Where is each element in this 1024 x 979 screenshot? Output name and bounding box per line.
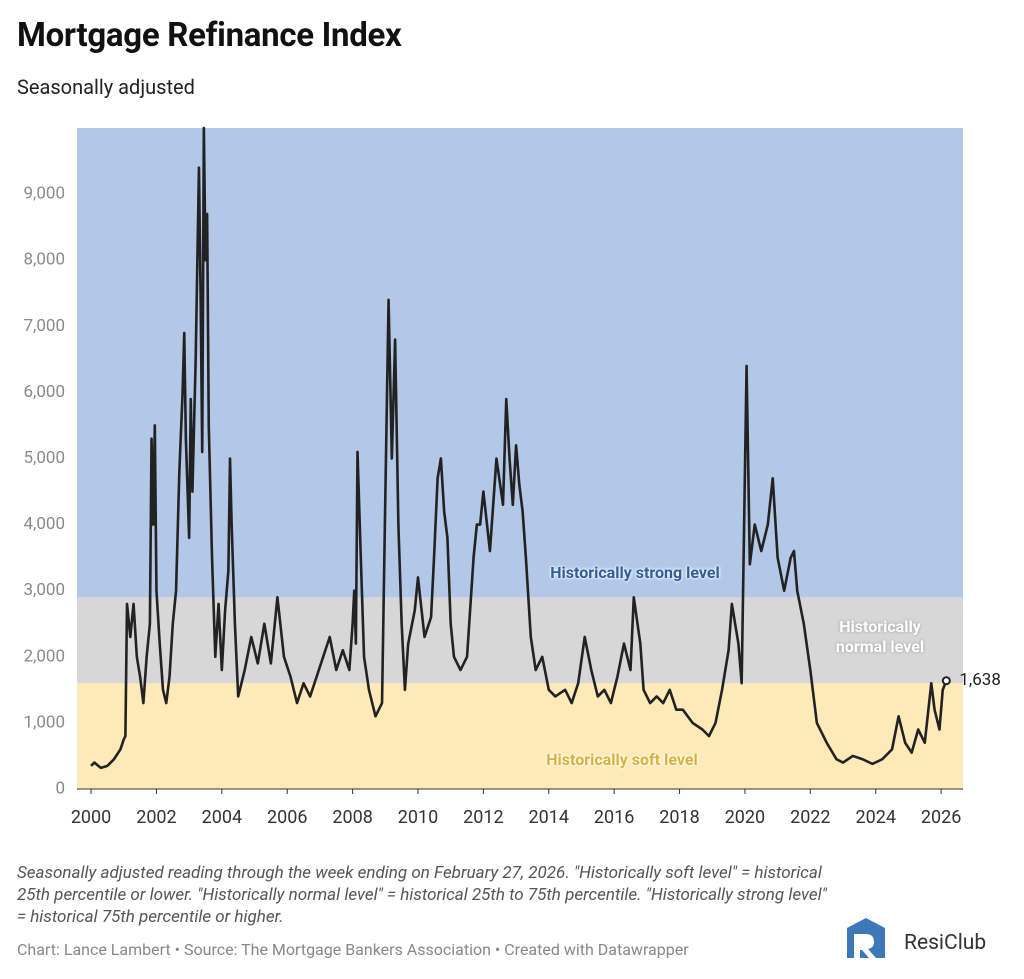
- x-tick-label: 2012: [463, 807, 503, 828]
- chart-title: Mortgage Refinance Index: [17, 16, 402, 55]
- y-tick-label: 5,000: [23, 448, 65, 468]
- band-label: Historically normal level: [835, 617, 925, 656]
- x-tick-label: 2006: [267, 807, 307, 828]
- band: [77, 128, 963, 598]
- y-tick-label: 3,000: [23, 580, 65, 600]
- band: [77, 683, 963, 789]
- band-label: Historically strong level: [550, 563, 720, 582]
- y-tick-label: 7,000: [23, 316, 65, 336]
- y-tick-label: 0: [55, 778, 65, 798]
- x-tick-label: 2026: [921, 807, 961, 828]
- band-label: Historically soft level: [546, 750, 698, 769]
- notes: Seasonally adjusted reading through the …: [17, 863, 827, 927]
- brand-name: ResiClub: [904, 931, 987, 955]
- x-tick-label: 2022: [790, 807, 830, 828]
- x-tick-label: 2008: [332, 807, 372, 828]
- credit: Chart: Lance Lambert • Source: The Mortg…: [17, 940, 689, 959]
- chart-subtitle: Seasonally adjusted: [17, 75, 195, 99]
- end-label: 1,638: [959, 670, 1001, 690]
- x-tick-label: 2010: [398, 807, 438, 828]
- y-tick-label: 9,000: [23, 184, 65, 204]
- brand-logo: [847, 918, 885, 958]
- y-tick-label: 1,000: [23, 712, 65, 732]
- x-tick-label: 2004: [202, 807, 242, 828]
- y-tick-label: 8,000: [23, 250, 65, 270]
- x-tick-label: 2014: [529, 807, 569, 828]
- y-tick-label: 6,000: [23, 382, 65, 402]
- x-tick-label: 2002: [136, 807, 176, 828]
- x-tick-label: 2024: [855, 807, 895, 828]
- x-tick-label: 2020: [725, 807, 765, 828]
- x-tick-label: 2016: [594, 807, 634, 828]
- y-tick-label: 4,000: [23, 514, 65, 534]
- x-tick-label: 2000: [71, 807, 111, 828]
- y-tick-label: 2,000: [23, 646, 65, 666]
- data-line: [90, 126, 948, 770]
- end-point: [941, 676, 951, 686]
- x-tick-label: 2018: [659, 807, 699, 828]
